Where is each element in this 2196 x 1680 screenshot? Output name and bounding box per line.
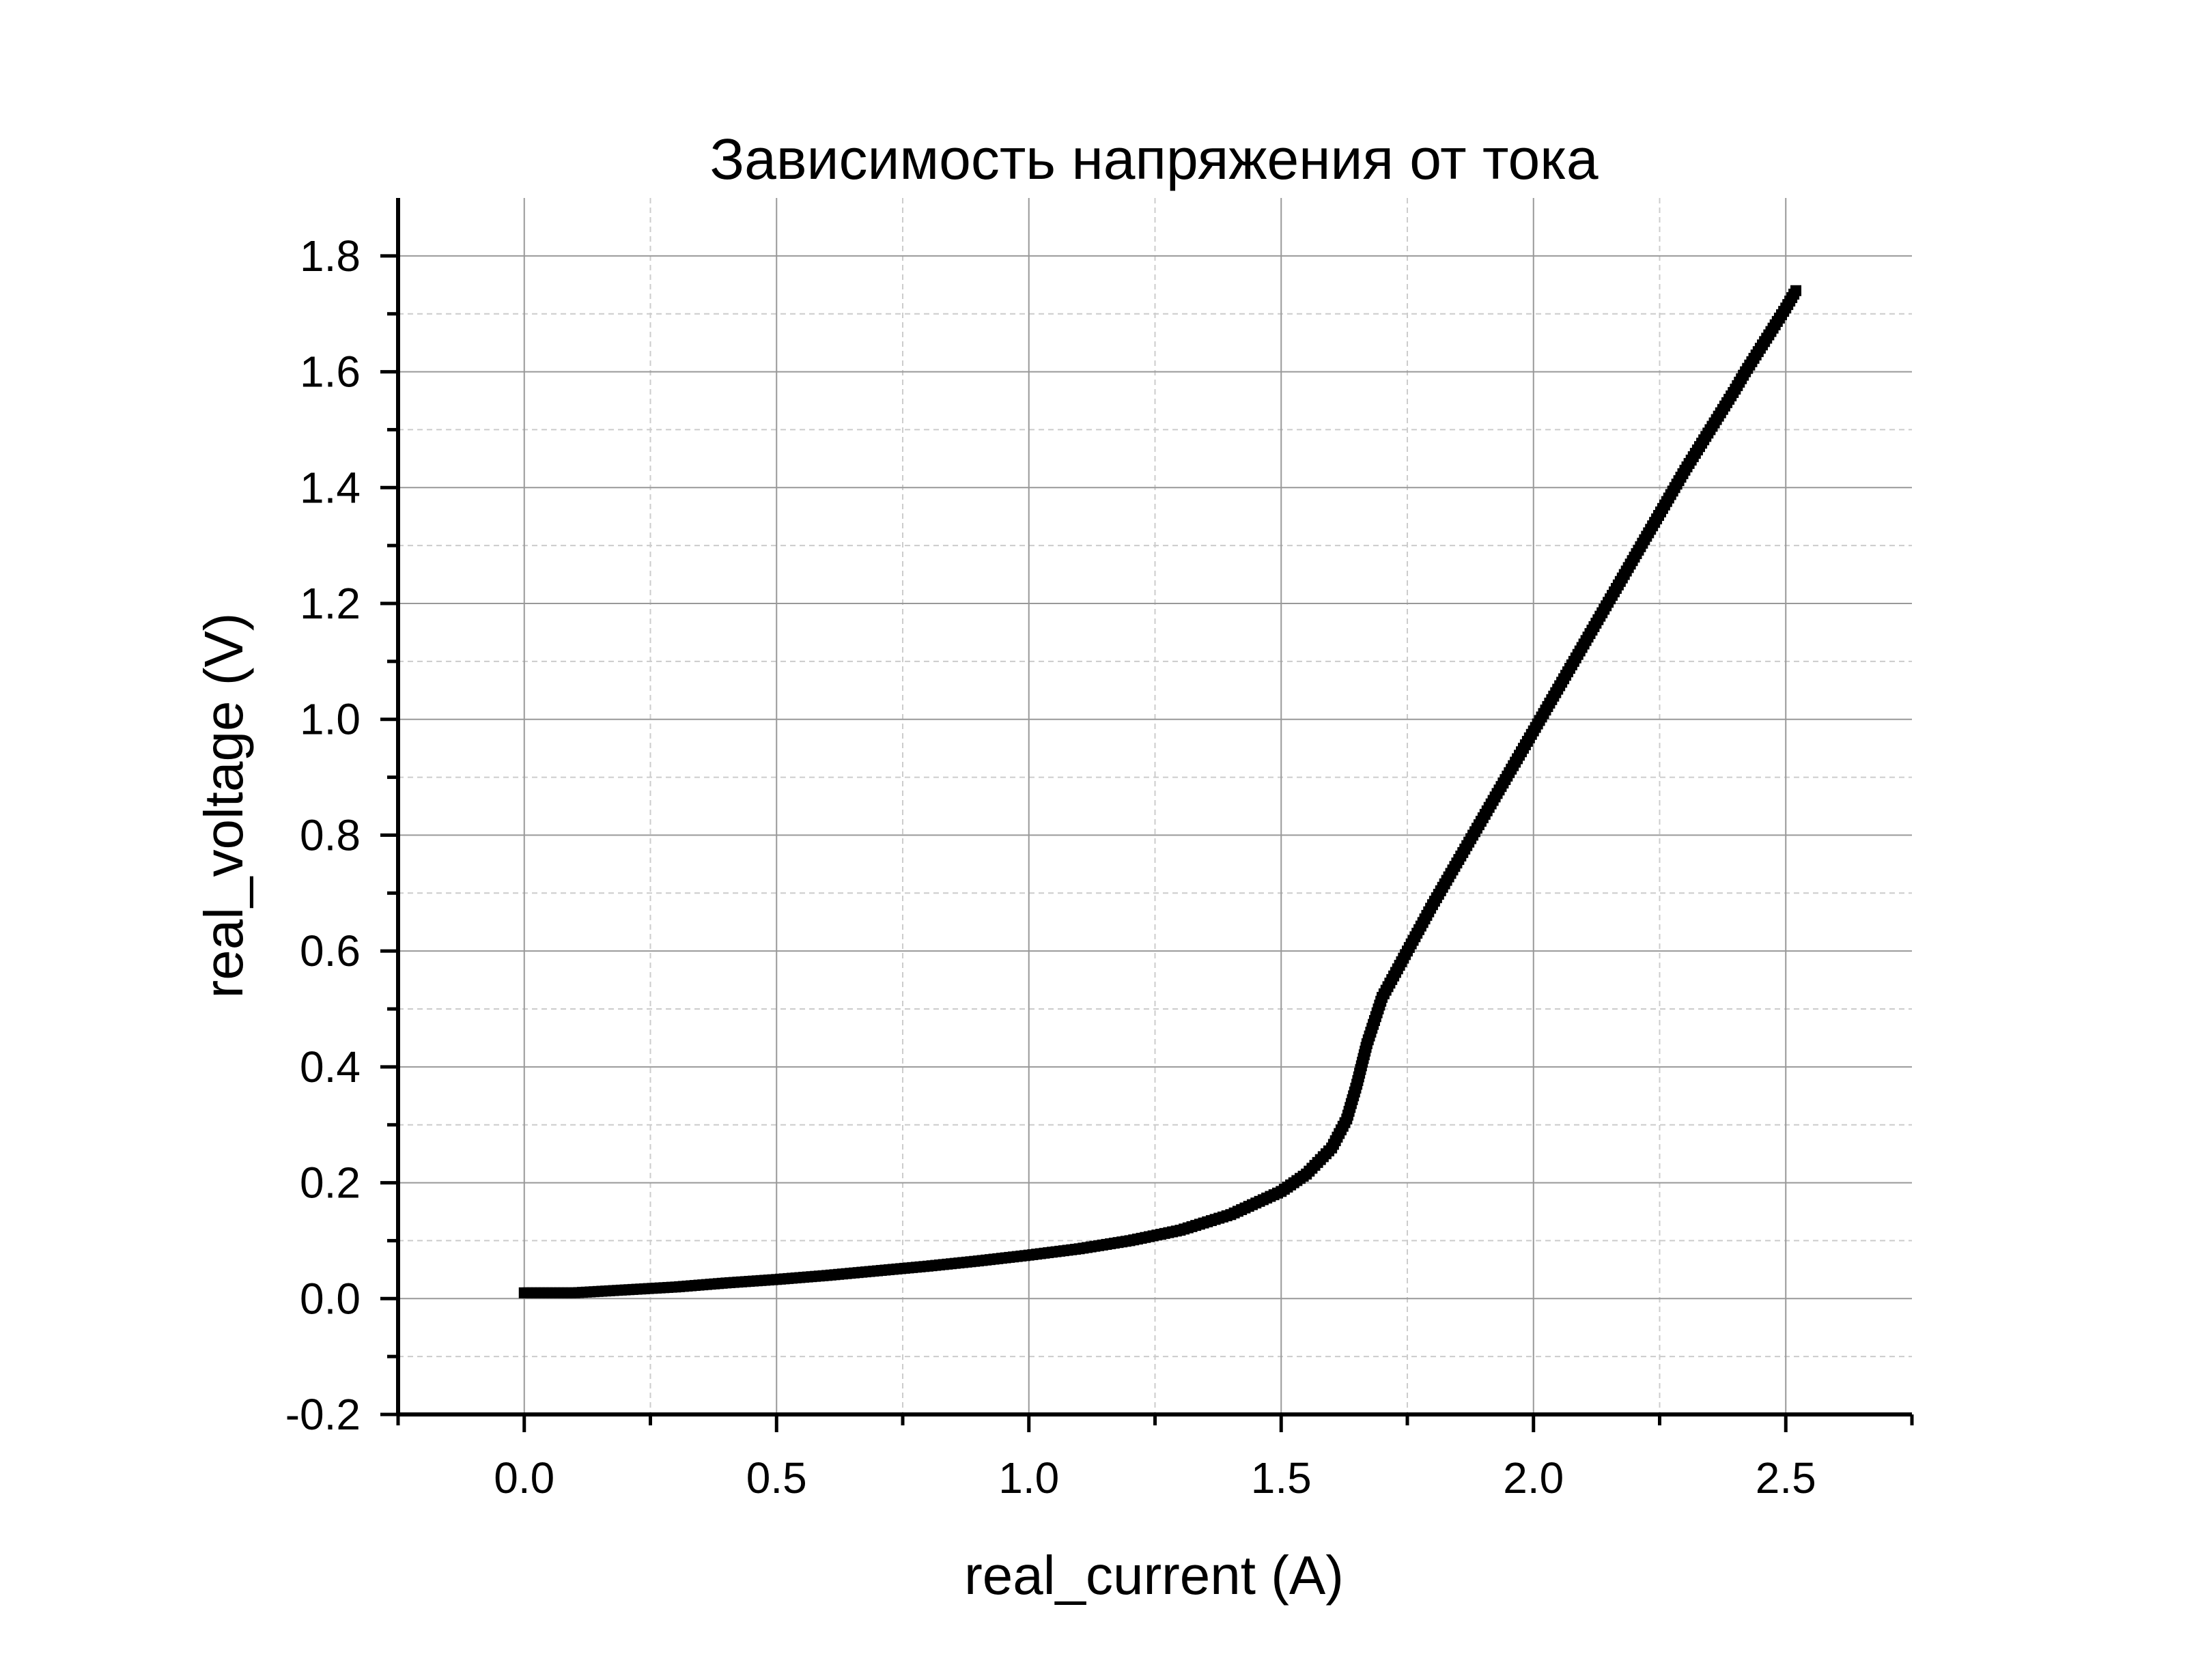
- data-point: [1790, 285, 1802, 296]
- y-tick-label: 1.4: [300, 463, 361, 512]
- grid-layer: [398, 198, 1912, 1414]
- y-tick-label: 0.2: [300, 1158, 361, 1208]
- x-axis-label: real_current (A): [964, 1545, 1344, 1606]
- y-tick-label: 1.8: [300, 231, 361, 281]
- axes-layer: [380, 198, 1914, 1432]
- x-tick-label: 0.0: [494, 1453, 554, 1503]
- x-tick-label: 0.5: [746, 1453, 807, 1503]
- tick-labels: 0.0 0.5 1.0 1.5 2.0 2.5 -0.2 0.0 0.2 0.4 0.6 0.8 1.0…: [285, 231, 1816, 1503]
- x-tick-label: 2.0: [1503, 1453, 1564, 1503]
- y-tick-label: 0.0: [300, 1274, 361, 1323]
- y-tick-label: 0.6: [300, 926, 361, 976]
- y-tick-label: 0.8: [300, 810, 361, 859]
- x-tick-label: 2.5: [1756, 1453, 1816, 1503]
- chart-title: Зависимость напряжения от тока: [709, 127, 1598, 191]
- y-tick-label: 1.0: [300, 695, 361, 744]
- y-axis-label: real_voltage (V): [193, 613, 254, 999]
- x-tick-label: 1.5: [1251, 1453, 1312, 1503]
- y-tick-label: -0.2: [285, 1390, 361, 1439]
- y-tick-label: 0.4: [300, 1042, 361, 1092]
- x-tick-label: 1.0: [998, 1453, 1059, 1503]
- y-tick-label: 1.2: [300, 579, 361, 628]
- data-layer: [518, 285, 1802, 1298]
- y-tick-label: 1.6: [300, 347, 361, 397]
